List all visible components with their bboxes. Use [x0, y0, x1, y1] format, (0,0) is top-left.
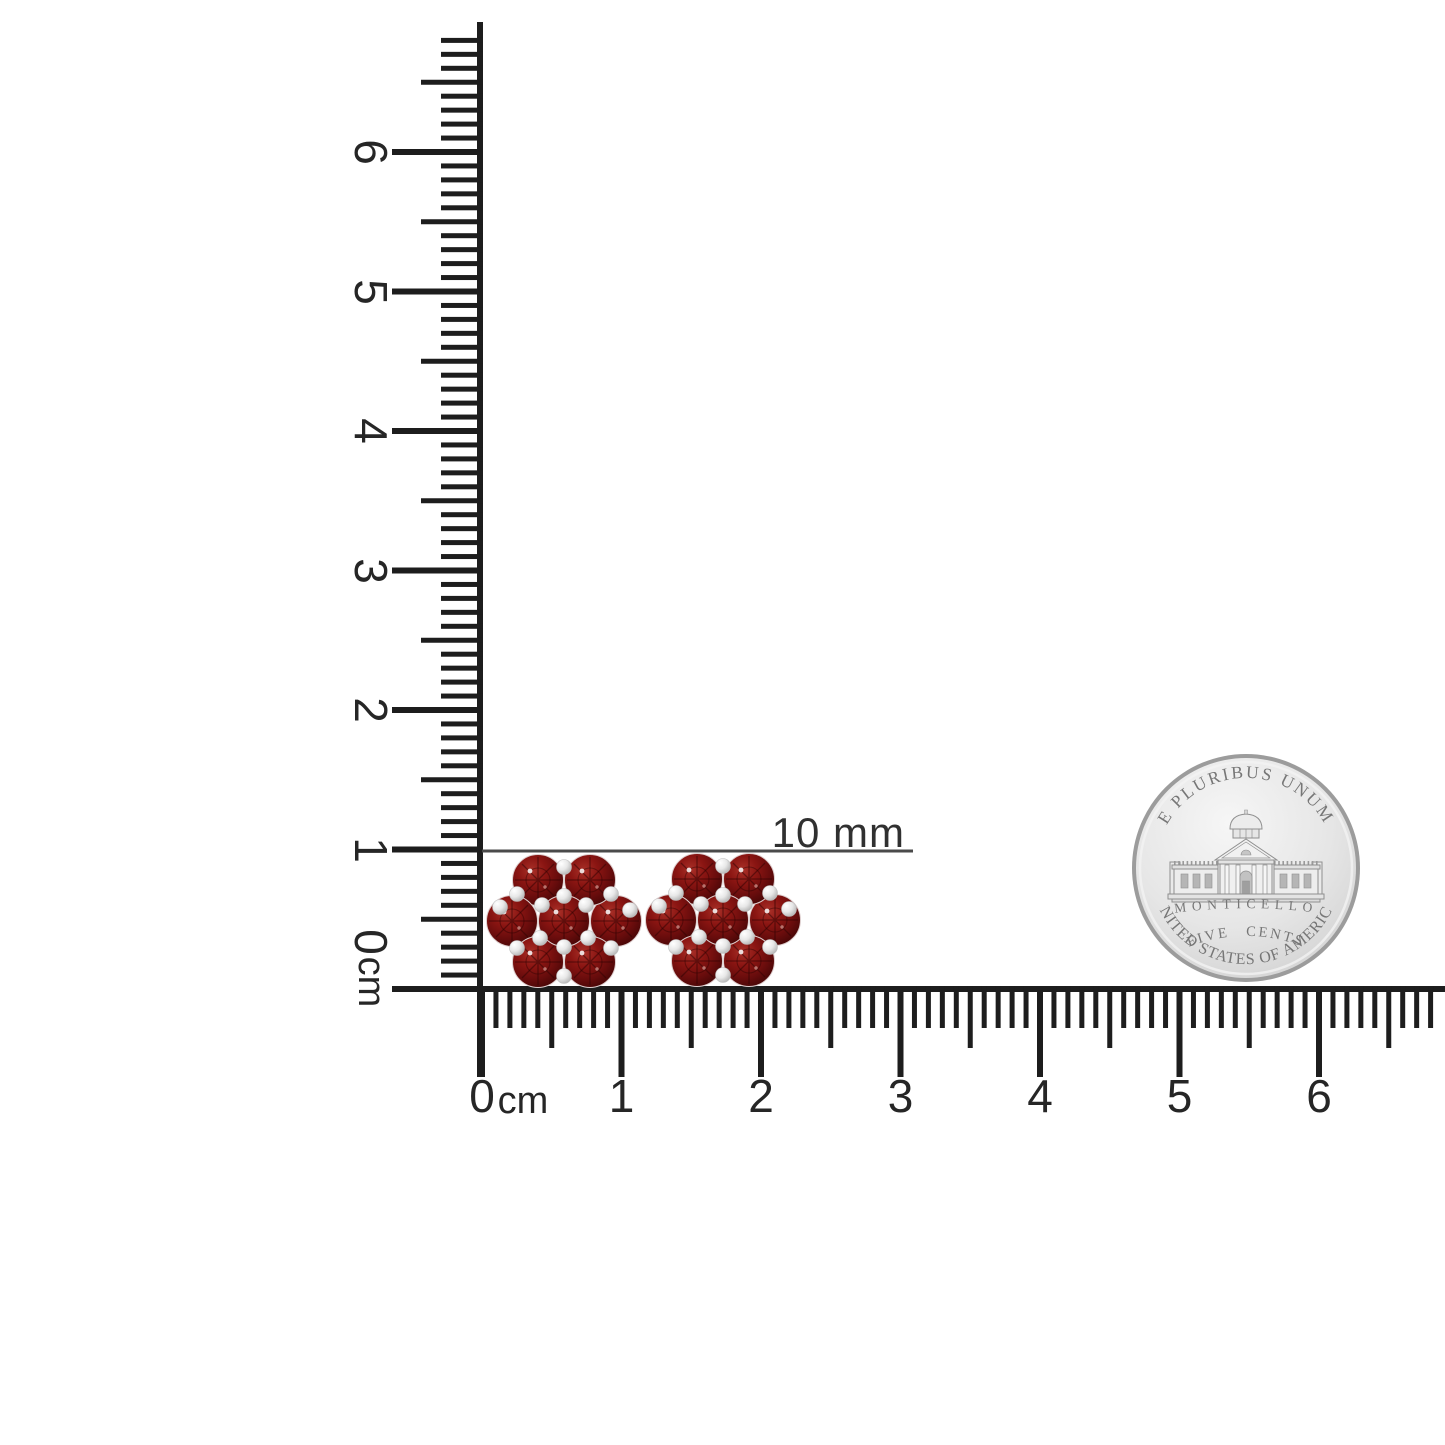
- h-ruler-number-6: 6: [1306, 1070, 1332, 1122]
- v-ruler-number-3: 3: [345, 557, 397, 584]
- ten-mm-label: 10 mm: [771, 809, 905, 856]
- h-ruler-number-4: 4: [1027, 1070, 1053, 1122]
- monticello-building: [1167, 809, 1325, 903]
- v-ruler-number-0: 0: [345, 929, 397, 955]
- v-ruler-unit: cm: [350, 956, 392, 1008]
- ten-mm-line: [482, 849, 913, 853]
- ruler-marks: [392, 22, 1445, 1077]
- earring-right: [646, 854, 801, 987]
- coin-building-label: MONTICELLO: [1173, 896, 1318, 916]
- h-ruler-number-1: 1: [608, 1070, 635, 1122]
- v-ruler-number-6: 6: [345, 139, 397, 165]
- v-ruler-number-5: 5: [345, 278, 397, 305]
- h-ruler-number-5: 5: [1166, 1070, 1193, 1122]
- h-ruler-number-0: 0: [469, 1070, 495, 1122]
- v-ruler-number-2: 2: [345, 697, 397, 723]
- h-ruler-unit: cm: [497, 1080, 549, 1122]
- earring-left: [487, 855, 642, 988]
- v-ruler-number-4: 4: [345, 418, 397, 444]
- h-ruler-number-3: 3: [887, 1070, 914, 1122]
- h-ruler-number-2: 2: [748, 1070, 774, 1122]
- nickel-coin: E PLURIBUS UNUM MONTICELLO FIVE CENTS UN…: [1132, 754, 1360, 982]
- v-ruler-number-1: 1: [345, 836, 397, 863]
